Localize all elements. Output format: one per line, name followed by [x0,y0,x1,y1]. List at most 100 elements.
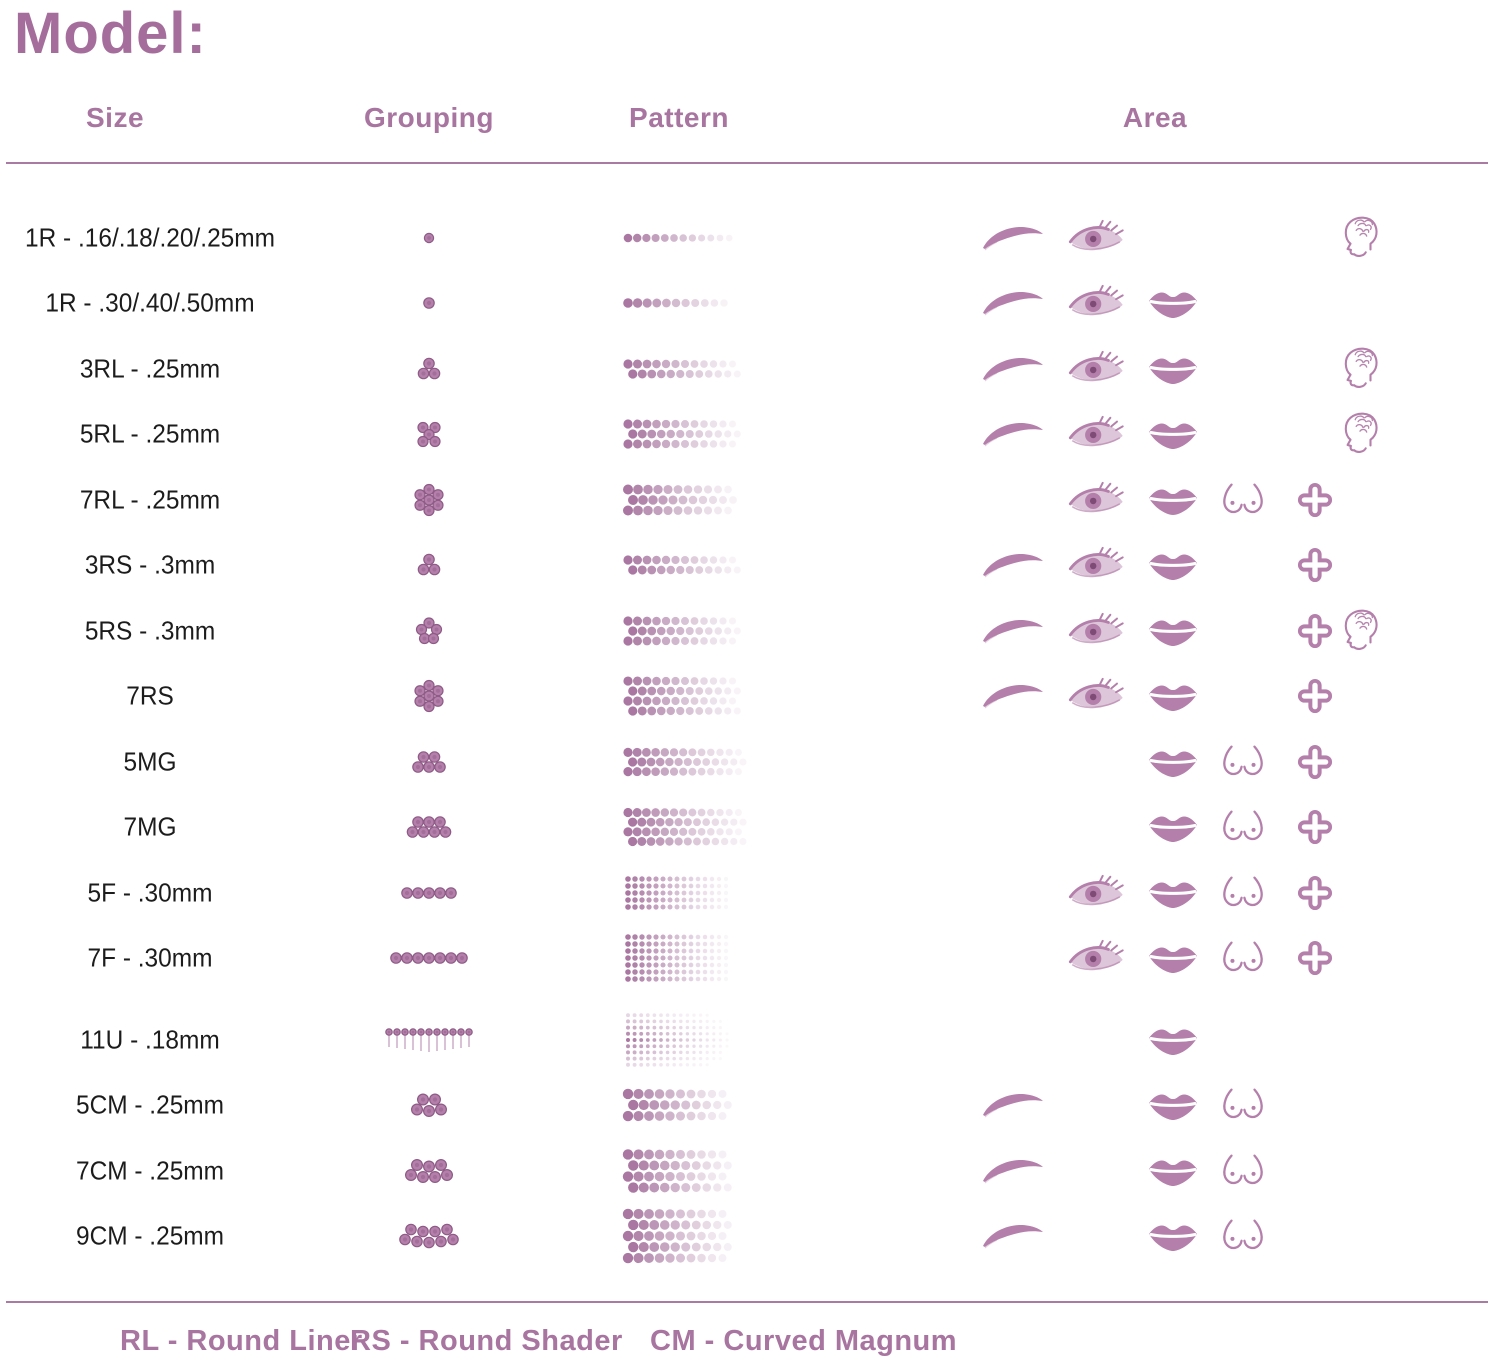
table-row: 7CM - .25mm [0,1138,1488,1204]
size-label: 7F - .30mm [87,942,213,973]
eye-icon [1068,873,1126,913]
eye-icon [1068,676,1126,716]
table-row: 5CM - .25mm [0,1073,1488,1139]
lips-icon [1147,353,1199,385]
table-row: 9CM - .25mm [0,1204,1488,1270]
pattern-dots-icon [622,1002,822,1078]
lips-icon [1147,615,1199,647]
cross-icon [1297,678,1333,714]
eyebrow-icon [981,221,1045,255]
table-row: 7RS [0,664,1488,730]
legend-item-cm: CM - Curved Magnum [650,1325,958,1357]
eyebrow-icon [981,352,1045,386]
eyebrow-icon [981,1219,1045,1253]
eyebrow-icon [981,548,1045,582]
grouping-dots-icon [354,1212,504,1260]
grouping-dots-icon [354,541,504,589]
area-cell [960,926,1488,992]
pattern-dots-icon [622,396,822,472]
grouping-dots-icon [354,345,504,393]
table-row: 5RL - .25mm [0,402,1488,468]
area-cell [960,533,1488,599]
area-cell [960,271,1488,337]
eyebrow-icon [981,286,1045,320]
table-row: 1R - .16/.18/.20/.25mm [0,205,1488,271]
eye-icon [1068,938,1126,978]
cross-icon [1297,744,1333,780]
head-icon [1339,345,1381,393]
eyebrow-icon [981,1154,1045,1188]
table-row: 7F - .30mm [0,926,1488,992]
size-label: 5MG [123,746,177,777]
size-label: 5RS - .3mm [84,615,216,646]
legend: RL - Round Liner RS - Round Shader CM - … [0,1325,1488,1370]
grouping-dots-icon [354,869,504,917]
size-label: 5F - .30mm [87,877,213,908]
cross-icon [1297,482,1333,518]
table-row: 3RS - .3mm [0,533,1488,599]
breast-icon [1220,482,1266,518]
eye-icon [1068,349,1126,389]
size-label: 7RL - .25mm [79,484,221,515]
eye-icon [1068,545,1126,585]
pattern-dots-icon [622,1198,822,1274]
pattern-dots-icon [622,724,822,800]
pattern-dots-icon [622,527,822,603]
page-title: Model: [14,1,207,66]
area-cell [960,860,1488,926]
table-row: 7MG [0,795,1488,861]
breast-icon [1220,1087,1266,1123]
lips-icon [1147,680,1199,712]
eye-icon [1068,218,1126,258]
lips-icon [1147,484,1199,516]
lips-icon [1147,811,1199,843]
area-cell [960,729,1488,795]
pattern-dots-icon [622,1067,822,1143]
area-cell [960,664,1488,730]
area-cell [960,467,1488,533]
size-label: 7RS [126,680,174,711]
breast-icon [1220,1218,1266,1254]
pattern-dots-icon [622,200,822,276]
size-label: 7CM - .25mm [75,1155,225,1186]
cross-icon [1297,809,1333,845]
eyebrow-icon [981,679,1045,713]
eye-icon [1068,283,1126,323]
area-cell [960,402,1488,468]
grouping-dots-icon [354,214,504,262]
bottom-divider [6,1301,1488,1303]
area-cell [960,1138,1488,1204]
grouping-dots-icon [354,410,504,458]
area-cell [960,205,1488,271]
eye-icon [1068,480,1126,520]
table-row: 5RS - .3mm [0,598,1488,664]
size-label: 7MG [123,811,177,842]
grouping-dots-icon [354,279,504,327]
size-label: 11U - .18mm [80,1024,220,1055]
lips-icon [1147,1155,1199,1187]
grouping-dots-icon [354,1016,504,1064]
pattern-dots-icon [622,1133,822,1209]
area-cell [960,1204,1488,1270]
lips-icon [1147,877,1199,909]
table-row: 5F - .30mm [0,860,1488,926]
grouping-dots-icon [354,1147,504,1195]
grouping-dots-icon [354,672,504,720]
lips-icon [1147,1220,1199,1252]
pattern-dots-icon [622,331,822,407]
column-header-grouping: Grouping [364,102,494,133]
column-header-area: Area [1122,102,1188,133]
top-divider [6,162,1488,164]
table-row: 1R - .30/.40/.50mm [0,271,1488,337]
pattern-dots-icon [622,265,822,341]
grouping-dots-icon [354,934,504,982]
lips-icon [1147,942,1199,974]
cross-icon [1297,547,1333,583]
pattern-dots-icon [622,593,822,669]
eyebrow-icon [981,1088,1045,1122]
size-label: 5RL - .25mm [79,418,221,449]
table-row: 11U - .18mm [0,1007,1488,1073]
pattern-dots-icon [622,789,822,865]
lips-icon [1147,418,1199,450]
lips-icon [1147,287,1199,319]
